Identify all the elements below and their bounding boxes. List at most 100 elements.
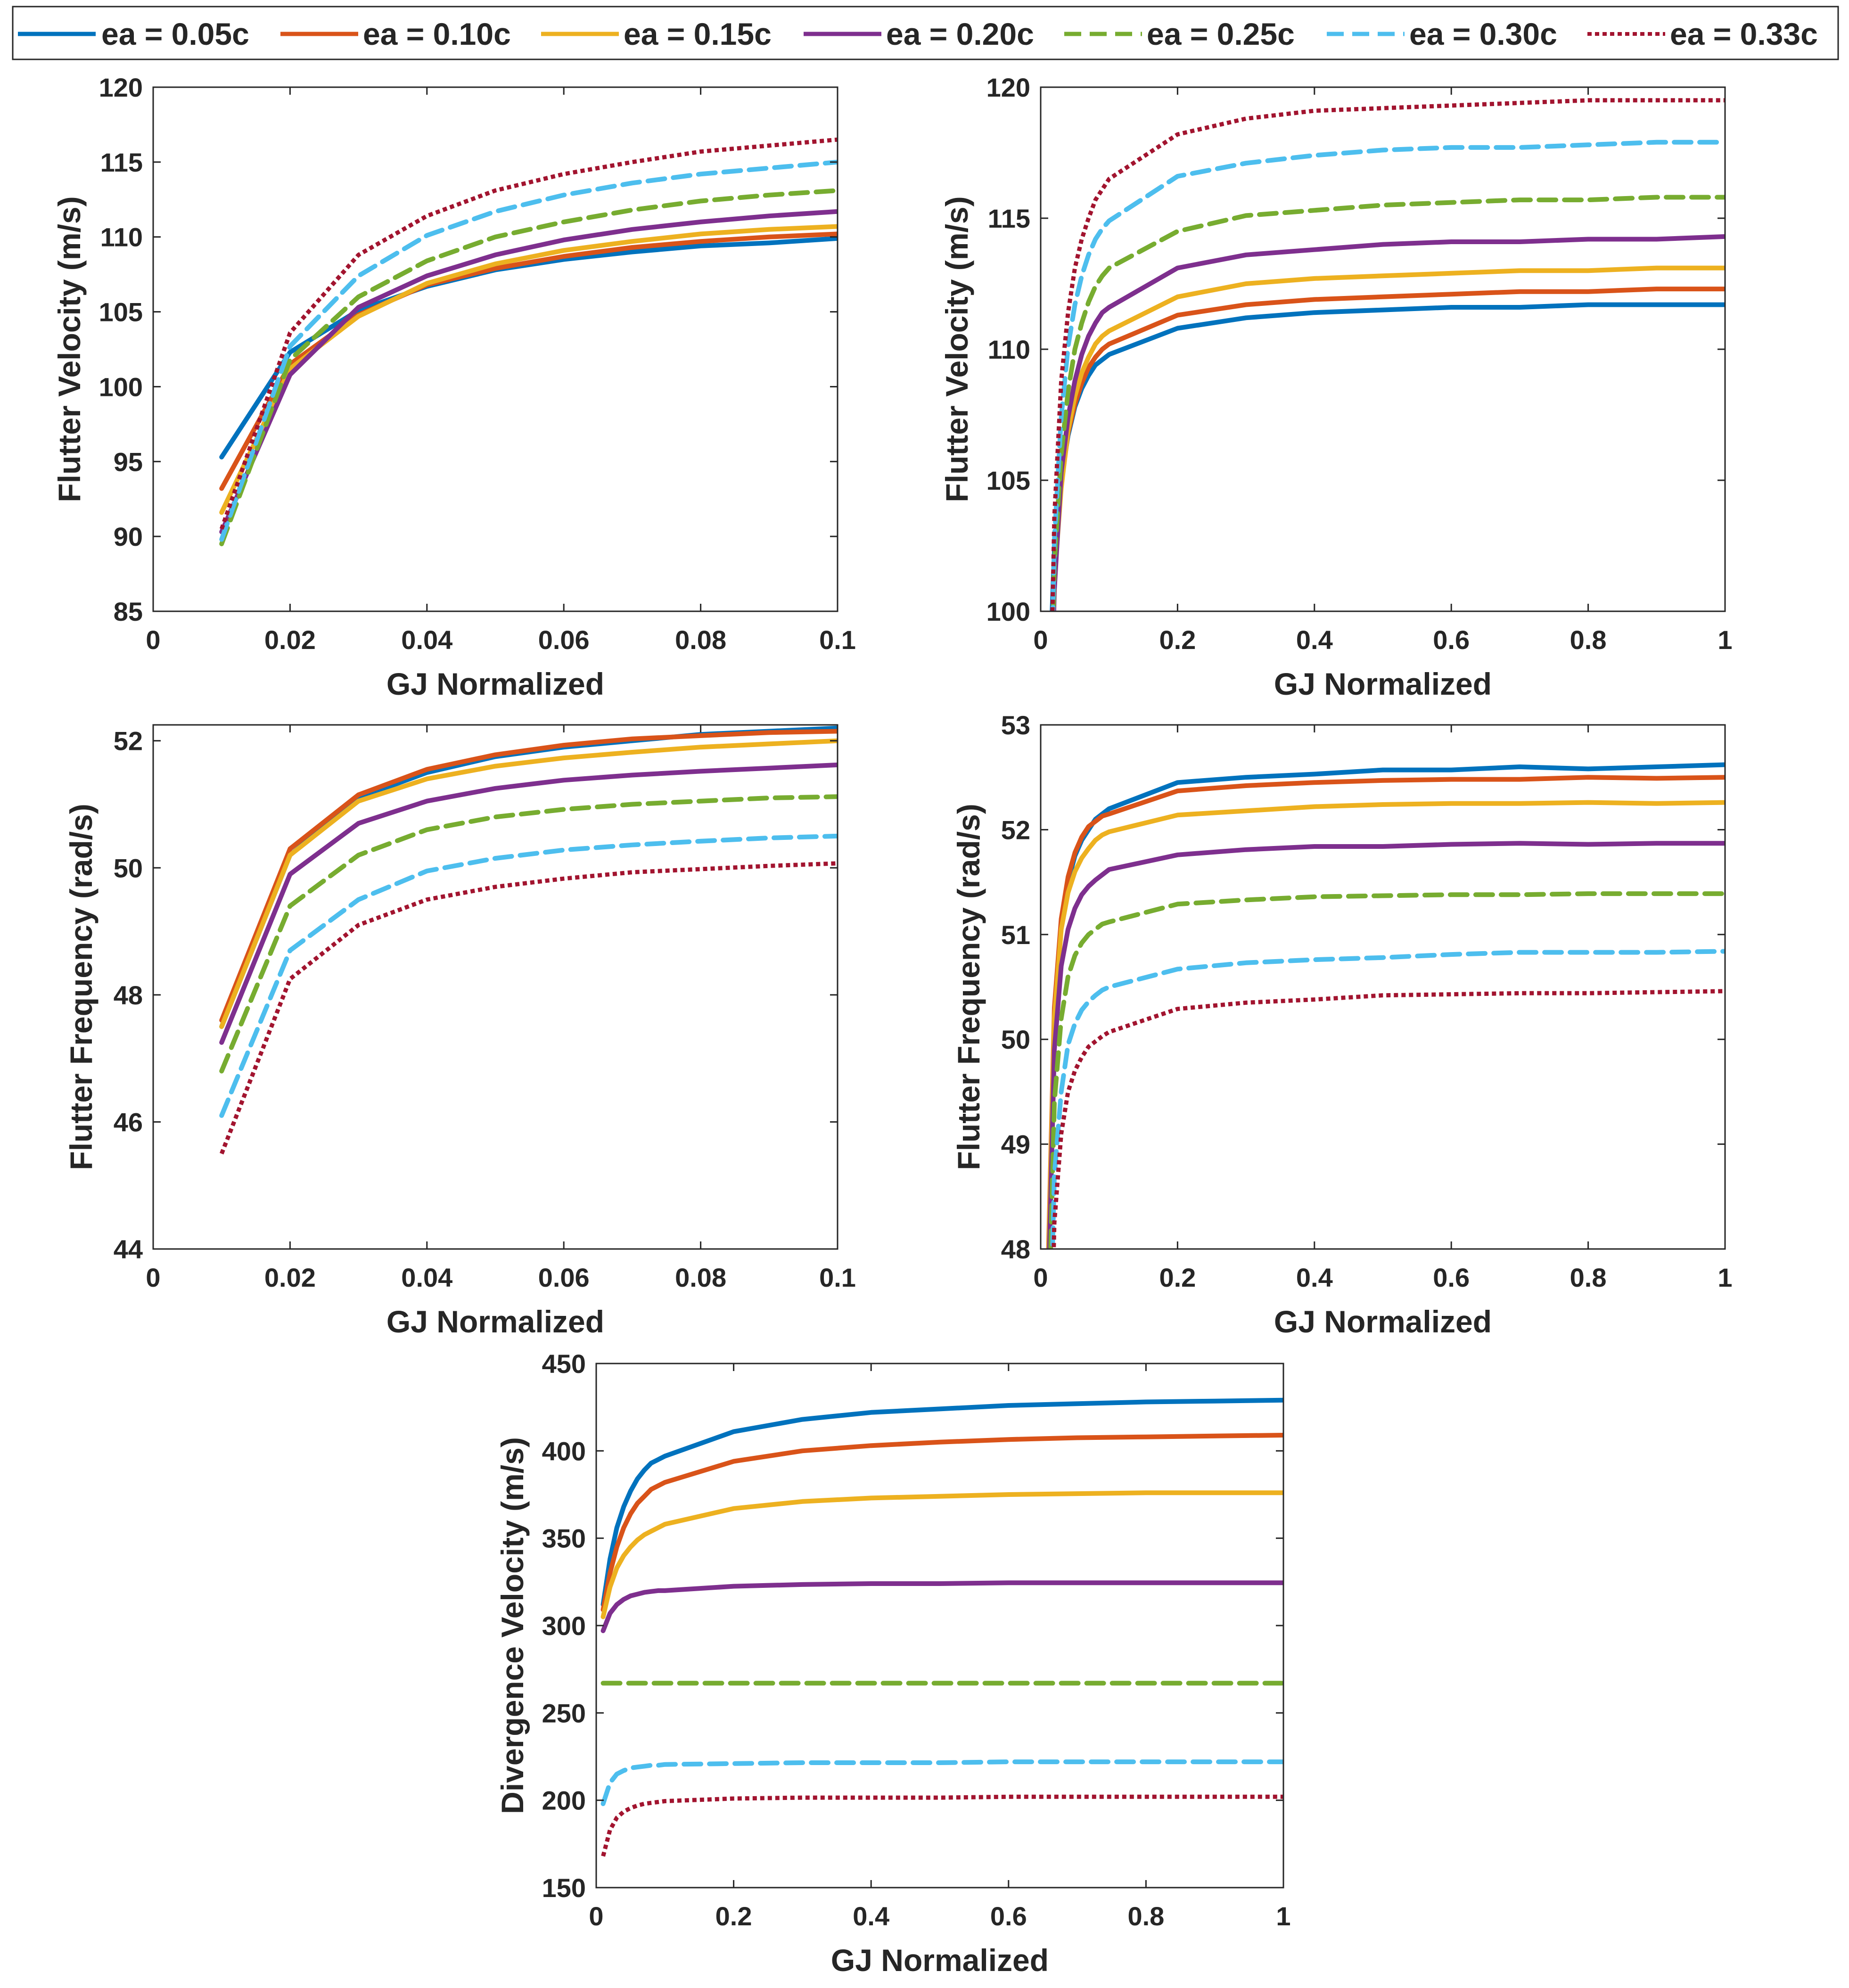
y-axis-label: Flutter Velocity (m/s) — [939, 196, 974, 502]
x-tick-label: 0.08 — [675, 1263, 726, 1292]
axes-frame — [1040, 724, 1726, 1250]
y-tick-label: 51 — [1001, 920, 1030, 950]
x-tick-label: 0.2 — [1159, 625, 1196, 655]
x-tick-label: 0.2 — [1159, 1263, 1196, 1292]
y-tick-label: 52 — [114, 726, 143, 756]
y-tick-label: 53 — [1001, 710, 1030, 740]
x-tick-label: 0.6 — [990, 1901, 1027, 1931]
y-tick-label: 115 — [988, 204, 1030, 233]
series-line-2 — [219, 729, 838, 1023]
legend-label-5: ea = 0.25c — [1147, 16, 1295, 51]
y-tick-label: 120 — [986, 73, 1030, 102]
series-group — [1046, 762, 1725, 1249]
x-tick-label: 0.6 — [1433, 625, 1470, 655]
y-axis-label: Flutter Velocity (m/s) — [52, 196, 87, 502]
y-tick-label: 48 — [1001, 1234, 1030, 1264]
chart-panel-1: 0 0.02 0.04 0.06 0.08 0.1 85 90 95 100 105 110 115 12… — [52, 73, 856, 701]
series-line-3 — [600, 1490, 1283, 1619]
y-tick-label: 46 — [114, 1107, 143, 1137]
series-line-2 — [600, 1433, 1283, 1612]
series-line-6 — [219, 159, 838, 542]
y-tick-label: 300 — [542, 1611, 586, 1641]
legend-label-6: ea = 0.30c — [1409, 16, 1557, 51]
x-axis-label: GJ Normalized — [386, 666, 604, 701]
x-tick-label: 1 — [1718, 625, 1732, 655]
y-tick-label: 100 — [986, 597, 1030, 626]
y-tick-label: 250 — [542, 1698, 586, 1728]
x-tick-label: 0.8 — [1570, 1263, 1607, 1292]
y-tick-label: 44 — [114, 1234, 143, 1264]
legend-label-1: ea = 0.05c — [101, 16, 249, 51]
series-line-6 — [1050, 140, 1725, 611]
x-tick-label: 0 — [1033, 625, 1048, 655]
plot-area — [1041, 725, 1725, 1249]
y-tick-label: 450 — [542, 1349, 586, 1379]
y-tick-label: 50 — [1001, 1025, 1030, 1054]
x-axis-label: GJ Normalized — [1274, 1304, 1492, 1339]
y-axis-label: Divergence Velocity (m/s) — [495, 1437, 530, 1814]
series-line-3 — [1046, 800, 1725, 1249]
y-axis-label: Flutter Frequency (rad/s) — [64, 804, 99, 1170]
x-tick-label: 0 — [146, 1263, 160, 1292]
legend: ea = 0.05c ea = 0.10c ea = 0.15c ea = 0.20c… — [12, 6, 1839, 60]
y-tick-label: 48 — [114, 980, 143, 1010]
series-line-6 — [1050, 949, 1725, 1249]
x-tick-label: 0.08 — [675, 625, 726, 655]
y-tick-label: 105 — [99, 297, 143, 327]
series-line-4 — [1051, 234, 1725, 611]
y-tick-label: 400 — [542, 1436, 586, 1466]
x-tick-label: 0 — [146, 625, 160, 655]
x-tick-label: 0.02 — [264, 625, 316, 655]
series-line-6 — [219, 833, 838, 1118]
legend-label-3: ea = 0.15c — [624, 16, 772, 51]
x-tick-label: 0.2 — [715, 1901, 752, 1931]
legend-label-4: ea = 0.20c — [886, 16, 1034, 51]
y-tick-label: 150 — [542, 1873, 586, 1903]
x-tick-label: 0.8 — [1570, 625, 1607, 655]
series-line-5 — [219, 188, 838, 546]
y-tick-label: 115 — [100, 148, 143, 177]
y-axis-label: Flutter Frequency (rad/s) — [951, 804, 986, 1170]
series-group — [600, 1397, 1283, 1857]
series-group — [1050, 98, 1725, 611]
x-tick-label: 0.4 — [853, 1901, 889, 1931]
series-line-5 — [1048, 891, 1725, 1249]
series-line-7 — [1050, 98, 1725, 611]
x-tick-label: 0.6 — [1433, 1263, 1470, 1292]
x-tick-label: 0.8 — [1127, 1901, 1164, 1931]
series-line-2 — [1046, 775, 1725, 1249]
y-tick-label: 200 — [542, 1786, 586, 1815]
series-line-3 — [219, 738, 838, 1029]
x-tick-label: 0.06 — [538, 625, 590, 655]
series-line-5 — [219, 794, 838, 1074]
y-tick-label: 350 — [542, 1524, 586, 1553]
chart-panel-4: 0 0.2 0.4 0.6 0.8 1 48 49 50 51 52 53 GJ Normalized F… — [951, 710, 1733, 1339]
series-line-7 — [601, 1794, 1283, 1857]
y-tick-label: 90 — [114, 522, 143, 551]
x-tick-label: 0.06 — [538, 1263, 590, 1292]
chart-panel-2: 0 0.2 0.4 0.6 0.8 1 100 105 110 115 120 GJ Normaliz… — [939, 73, 1733, 701]
legend-label-7: ea = 0.33c — [1670, 16, 1818, 51]
x-tick-label: 0.1 — [819, 1263, 856, 1292]
y-tick-label: 110 — [100, 222, 143, 252]
y-tick-label: 85 — [114, 597, 143, 626]
x-tick-label: 0.4 — [1296, 1263, 1333, 1292]
plot-area — [153, 87, 838, 611]
x-tick-label: 1 — [1718, 1263, 1732, 1292]
y-tick-label: 120 — [99, 73, 143, 102]
y-tick-label: 95 — [114, 447, 143, 476]
plot-area — [153, 725, 838, 1249]
x-tick-label: 0.04 — [401, 625, 452, 655]
series-line-4 — [219, 762, 838, 1045]
series-line-6 — [600, 1759, 1283, 1807]
x-tick-label: 0 — [589, 1901, 603, 1931]
plot-area — [1041, 87, 1725, 611]
series-line-4 — [600, 1580, 1283, 1634]
series-line-7 — [219, 137, 838, 530]
chart-panel-3: 0 0.02 0.04 0.06 0.08 0.1 44 46 48 50 52 GJ Normali… — [64, 724, 856, 1339]
x-axis-label: GJ Normalized — [386, 1304, 604, 1339]
series-line-5 — [1051, 195, 1725, 611]
axes-frame — [152, 86, 838, 612]
series-group — [219, 725, 838, 1155]
